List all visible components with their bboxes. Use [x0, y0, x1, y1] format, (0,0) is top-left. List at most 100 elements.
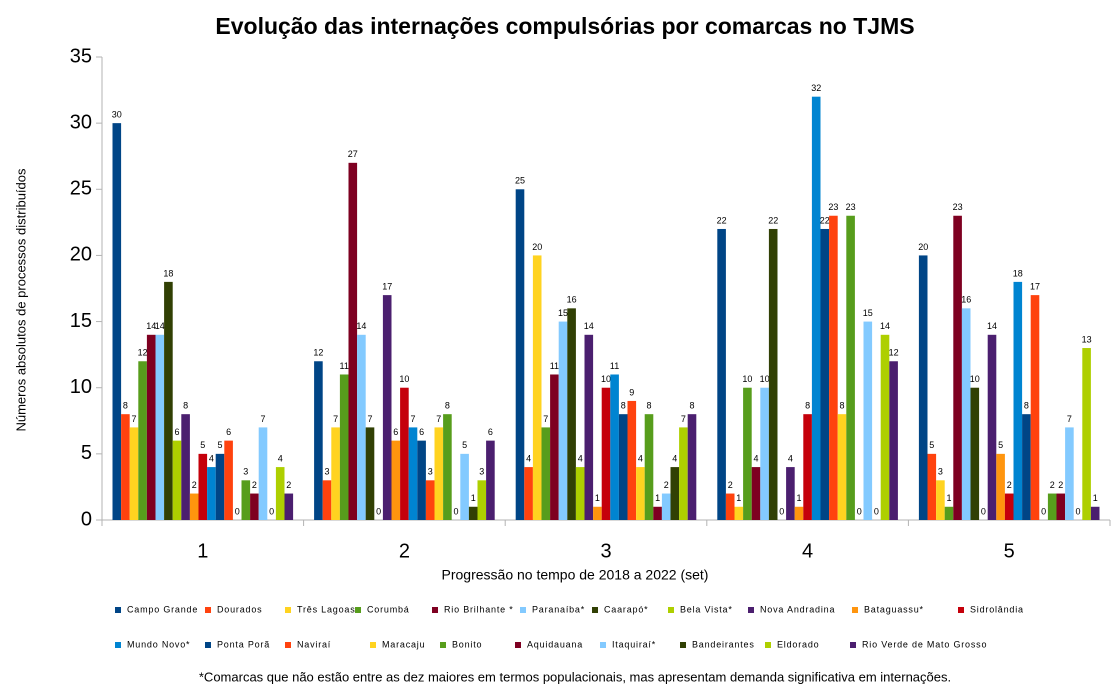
value-label: 10 [742, 374, 752, 384]
bar [172, 440, 182, 520]
value-label: 5 [462, 440, 467, 450]
bar [636, 467, 645, 520]
bar [1056, 493, 1066, 520]
y-tick-label: 25 [70, 178, 92, 200]
bar [760, 387, 769, 520]
value-label: 7 [367, 414, 372, 424]
legend-swatch [680, 642, 686, 648]
value-label: 4 [753, 453, 758, 463]
value-label: 1 [1093, 493, 1098, 503]
bar [468, 506, 478, 520]
value-label: 9 [629, 387, 634, 397]
value-label: 6 [419, 427, 424, 437]
legend-label: Bela Vista* [680, 604, 733, 614]
bar [811, 96, 821, 520]
legend-swatch [748, 607, 754, 613]
value-label: 0 [981, 506, 986, 516]
value-label: 20 [918, 242, 928, 252]
value-label: 12 [138, 348, 148, 358]
value-label: 6 [393, 427, 398, 437]
value-label: 22 [820, 215, 830, 225]
value-label: 5 [200, 440, 205, 450]
value-label: 8 [183, 401, 188, 411]
legend-swatch [285, 607, 291, 613]
value-label: 0 [779, 506, 784, 516]
bar [661, 493, 671, 520]
bar [348, 162, 358, 521]
value-label: 23 [828, 202, 838, 212]
value-label: 4 [788, 453, 793, 463]
bar [532, 255, 542, 520]
value-label: 4 [578, 453, 583, 463]
bar [155, 334, 165, 520]
value-label: 10 [399, 374, 409, 384]
bar [1022, 414, 1031, 520]
value-label: 25 [515, 176, 525, 186]
legend-label: Itaquiraí* [612, 639, 656, 649]
x-axis-label: Progressão no tempo de 2018 a 2022 (set) [442, 567, 709, 583]
value-label: 20 [532, 242, 542, 252]
value-label: 16 [961, 295, 971, 305]
legend-swatch [520, 607, 526, 613]
y-tick-label: 0 [81, 508, 92, 530]
value-label: 2 [664, 480, 669, 490]
x-tick-label: 4 [802, 540, 813, 562]
value-label: 7 [681, 414, 686, 424]
bar [391, 440, 401, 520]
value-label: 4 [209, 453, 214, 463]
bar [996, 453, 1005, 520]
legend-label: Eldorado [777, 639, 819, 649]
legend-label: Rio Brilhante * [444, 604, 514, 614]
legend-label: Bataguassu* [864, 604, 924, 614]
value-label: 4 [526, 453, 531, 463]
legend-swatch [600, 642, 606, 648]
value-label: 2 [1050, 480, 1055, 490]
bar [382, 295, 392, 520]
legend-swatch [592, 607, 598, 613]
bar [207, 467, 216, 520]
bar [408, 427, 418, 520]
bar [593, 506, 602, 520]
value-label: 3 [428, 467, 433, 477]
value-label: 6 [488, 427, 493, 437]
y-tick-label: 5 [81, 442, 92, 464]
chart-title: Evolução das internações compulsórias po… [215, 13, 914, 39]
value-label: 32 [811, 83, 821, 93]
value-label: 11 [340, 361, 349, 371]
value-label: 11 [550, 361, 559, 371]
legend-label: Campo Grande [127, 604, 198, 614]
value-label: 23 [846, 202, 856, 212]
bar [889, 361, 898, 520]
value-label: 0 [1041, 506, 1046, 516]
y-tick-label: 30 [70, 111, 92, 133]
bar [477, 480, 487, 520]
value-label: 7 [410, 414, 415, 424]
bar [189, 493, 199, 520]
value-label: 0 [1075, 506, 1080, 516]
value-label: 3 [243, 467, 248, 477]
value-label: 15 [558, 308, 568, 318]
bar [610, 374, 619, 520]
y-tick-label: 20 [70, 244, 92, 266]
x-tick-label: 5 [1004, 540, 1015, 562]
bar [365, 427, 375, 520]
value-label: 7 [1067, 414, 1072, 424]
value-label: 17 [1030, 281, 1040, 291]
legend-label: Ponta Porã [217, 639, 270, 649]
value-label: 10 [601, 374, 611, 384]
value-label: 7 [543, 414, 548, 424]
legend-swatch [205, 607, 211, 613]
value-label: 7 [436, 414, 441, 424]
value-label: 7 [333, 414, 338, 424]
bar [331, 427, 340, 520]
bar [129, 427, 139, 520]
value-label: 3 [938, 467, 943, 477]
bar [164, 281, 173, 520]
value-label: 3 [479, 467, 484, 477]
x-tick-label: 1 [197, 540, 208, 562]
value-label: 0 [874, 506, 879, 516]
bar [584, 334, 594, 520]
value-label: 8 [689, 401, 694, 411]
value-label: 0 [857, 506, 862, 516]
